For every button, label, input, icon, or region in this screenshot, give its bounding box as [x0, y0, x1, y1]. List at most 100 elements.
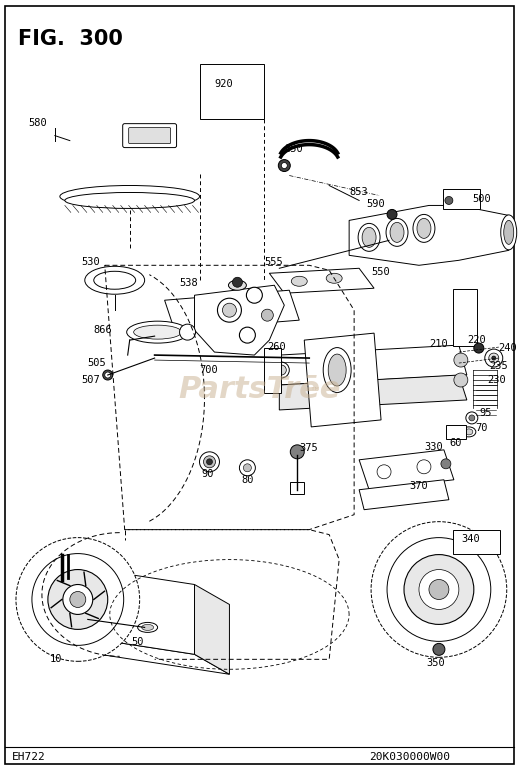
Ellipse shape [138, 622, 158, 632]
Circle shape [433, 644, 445, 655]
Text: 850: 850 [284, 143, 303, 153]
Text: 95: 95 [480, 408, 492, 418]
Text: 555: 555 [264, 257, 283, 267]
Ellipse shape [326, 273, 342, 283]
Circle shape [469, 415, 475, 421]
Circle shape [485, 349, 503, 367]
Polygon shape [194, 584, 229, 675]
Text: 507: 507 [82, 375, 100, 385]
Polygon shape [65, 564, 194, 654]
Text: 866: 866 [94, 325, 112, 335]
Circle shape [70, 591, 86, 608]
Circle shape [474, 343, 484, 353]
Circle shape [281, 162, 287, 169]
Text: 210: 210 [429, 339, 448, 349]
Circle shape [417, 460, 431, 474]
Text: 580: 580 [28, 118, 47, 128]
Text: 538: 538 [179, 278, 198, 288]
Circle shape [274, 362, 289, 378]
Text: PartsTrēe: PartsTrēe [178, 376, 341, 404]
Circle shape [441, 459, 451, 469]
Circle shape [217, 298, 241, 322]
Polygon shape [65, 634, 229, 675]
Text: 500: 500 [472, 195, 490, 205]
Polygon shape [359, 480, 449, 510]
Polygon shape [279, 345, 467, 385]
Text: 240: 240 [498, 343, 516, 353]
Ellipse shape [328, 354, 346, 386]
Text: EH722: EH722 [12, 752, 46, 762]
Text: 505: 505 [88, 358, 107, 368]
Circle shape [63, 584, 93, 614]
Text: 350: 350 [426, 658, 445, 668]
Text: 90: 90 [202, 469, 214, 479]
Ellipse shape [141, 624, 153, 631]
Circle shape [243, 464, 251, 472]
Ellipse shape [60, 186, 200, 207]
Polygon shape [304, 333, 381, 427]
Text: 920: 920 [214, 79, 233, 89]
Text: 50: 50 [132, 638, 144, 648]
Circle shape [387, 209, 397, 219]
Circle shape [377, 465, 391, 479]
Text: FIG.  300: FIG. 300 [18, 29, 123, 49]
Text: 330: 330 [424, 442, 443, 452]
Text: 230: 230 [487, 375, 505, 385]
Text: 220: 220 [467, 335, 486, 345]
Ellipse shape [462, 427, 476, 437]
Circle shape [103, 370, 113, 380]
Text: 80: 80 [241, 475, 254, 485]
Circle shape [387, 537, 491, 641]
Circle shape [454, 373, 468, 387]
Circle shape [466, 412, 478, 424]
Ellipse shape [390, 223, 404, 243]
Circle shape [419, 570, 459, 609]
Ellipse shape [358, 223, 380, 251]
Polygon shape [194, 285, 284, 355]
Text: 235: 235 [489, 361, 508, 371]
Circle shape [262, 310, 274, 321]
FancyBboxPatch shape [443, 189, 480, 209]
Text: 853: 853 [349, 187, 368, 197]
Ellipse shape [228, 280, 246, 290]
Text: 700: 700 [200, 365, 218, 375]
Polygon shape [359, 450, 454, 490]
Ellipse shape [417, 219, 431, 239]
Ellipse shape [127, 321, 189, 343]
Circle shape [232, 277, 242, 287]
Text: 550: 550 [371, 267, 390, 277]
Ellipse shape [134, 325, 181, 339]
Text: 60: 60 [449, 438, 461, 448]
Circle shape [276, 365, 287, 375]
Circle shape [404, 554, 474, 624]
FancyBboxPatch shape [128, 128, 171, 143]
Ellipse shape [504, 220, 514, 244]
Circle shape [278, 159, 290, 172]
Circle shape [489, 353, 499, 363]
FancyBboxPatch shape [453, 530, 500, 554]
Text: 590: 590 [366, 199, 385, 209]
FancyBboxPatch shape [290, 482, 304, 494]
FancyBboxPatch shape [123, 124, 177, 148]
Ellipse shape [291, 276, 307, 286]
Text: 340: 340 [461, 534, 479, 544]
Text: 20K030000W00: 20K030000W00 [369, 752, 450, 762]
Polygon shape [279, 375, 467, 410]
Ellipse shape [413, 214, 435, 243]
Polygon shape [269, 268, 374, 293]
Circle shape [223, 303, 237, 317]
Ellipse shape [465, 429, 473, 435]
Text: 260: 260 [267, 342, 286, 352]
Circle shape [179, 324, 196, 340]
Text: 375: 375 [300, 443, 318, 453]
Ellipse shape [85, 266, 145, 294]
Polygon shape [349, 206, 509, 266]
Circle shape [206, 459, 213, 465]
Circle shape [200, 452, 219, 472]
Circle shape [16, 537, 140, 661]
Circle shape [32, 554, 124, 645]
FancyBboxPatch shape [200, 64, 264, 119]
Ellipse shape [386, 219, 408, 246]
Ellipse shape [362, 227, 376, 247]
FancyBboxPatch shape [453, 290, 477, 346]
